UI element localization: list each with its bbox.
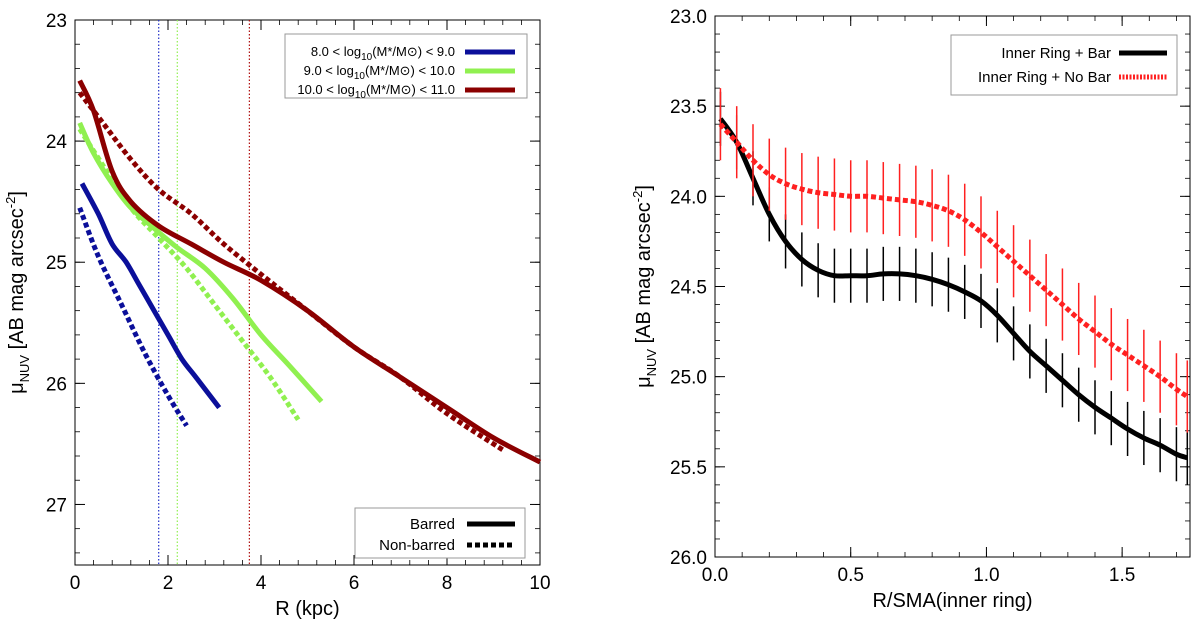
- x-tick-label: 2: [163, 573, 174, 594]
- legend-label: Inner Ring + Bar: [1001, 45, 1111, 62]
- x-tick-label: 0.0: [702, 565, 728, 586]
- legend-mass-label: 9.0 < log10(M*/M⊙) < 10.0: [304, 63, 455, 82]
- y-tick-label: 24.0: [670, 187, 707, 208]
- y-tick-label: 24.5: [670, 278, 707, 299]
- series-line: [718, 122, 1189, 399]
- x-tick-label: 10: [529, 573, 550, 594]
- series-line: [718, 117, 1189, 461]
- x-tick-label: 0.5: [838, 565, 864, 586]
- y-tick-label: 24: [46, 132, 68, 153]
- legend-style-label: Barred: [410, 516, 455, 533]
- x-tick-label: 4: [256, 573, 267, 594]
- y-tick-label: 25: [46, 253, 67, 274]
- y-tick-label: 25.0: [670, 368, 707, 389]
- series-line: [77, 91, 505, 453]
- y-tick-label: 23.5: [670, 97, 707, 118]
- series-line: [77, 121, 324, 404]
- panel-right: 0.0 0.5 1.0 1.5 23.0 23.5 24.0 24.5 25.0 25.5 26.0…: [630, 7, 1191, 612]
- x-tick-label: 0: [70, 573, 81, 594]
- y-axis-label: μNUV [AB mag arcsec-2]: [3, 191, 32, 394]
- legend-label: Inner Ring + No Bar: [978, 69, 1111, 86]
- legend-style-box: [354, 507, 526, 559]
- plot-frame: [74, 19, 541, 566]
- legend-box: [950, 34, 1178, 96]
- legend-mass-label: 8.0 < log10(M*/M⊙) < 9.0: [311, 44, 455, 63]
- legend-mass-box: [284, 33, 528, 99]
- y-tick-label: 25.5: [670, 458, 707, 479]
- series-line: [77, 79, 542, 465]
- x-tick-label: 6: [349, 573, 360, 594]
- series-line: [79, 182, 222, 410]
- y-tick-label: 23.0: [670, 7, 707, 28]
- legend-style-label: Non-barred: [379, 537, 455, 554]
- x-tick-label: 1.0: [973, 565, 999, 586]
- y-tick-label: 26: [46, 374, 67, 395]
- x-tick-label: 8: [442, 573, 453, 594]
- series-line: [77, 127, 301, 422]
- y-axis-label: μNUV [AB mag arcsec-2]: [630, 185, 659, 388]
- y-tick-label: 23: [46, 11, 67, 32]
- x-tick-label: 1.5: [1109, 565, 1135, 586]
- x-axis-label: R (kpc): [275, 598, 339, 620]
- legend-mass-label: 10.0 < log10(M*/M⊙) < 11.0: [297, 82, 455, 101]
- series-line: [77, 206, 189, 428]
- y-tick-label: 26.0: [670, 548, 707, 569]
- y-tick-label: 27: [46, 495, 67, 516]
- x-axis-label: R/SMA(inner ring): [872, 590, 1032, 612]
